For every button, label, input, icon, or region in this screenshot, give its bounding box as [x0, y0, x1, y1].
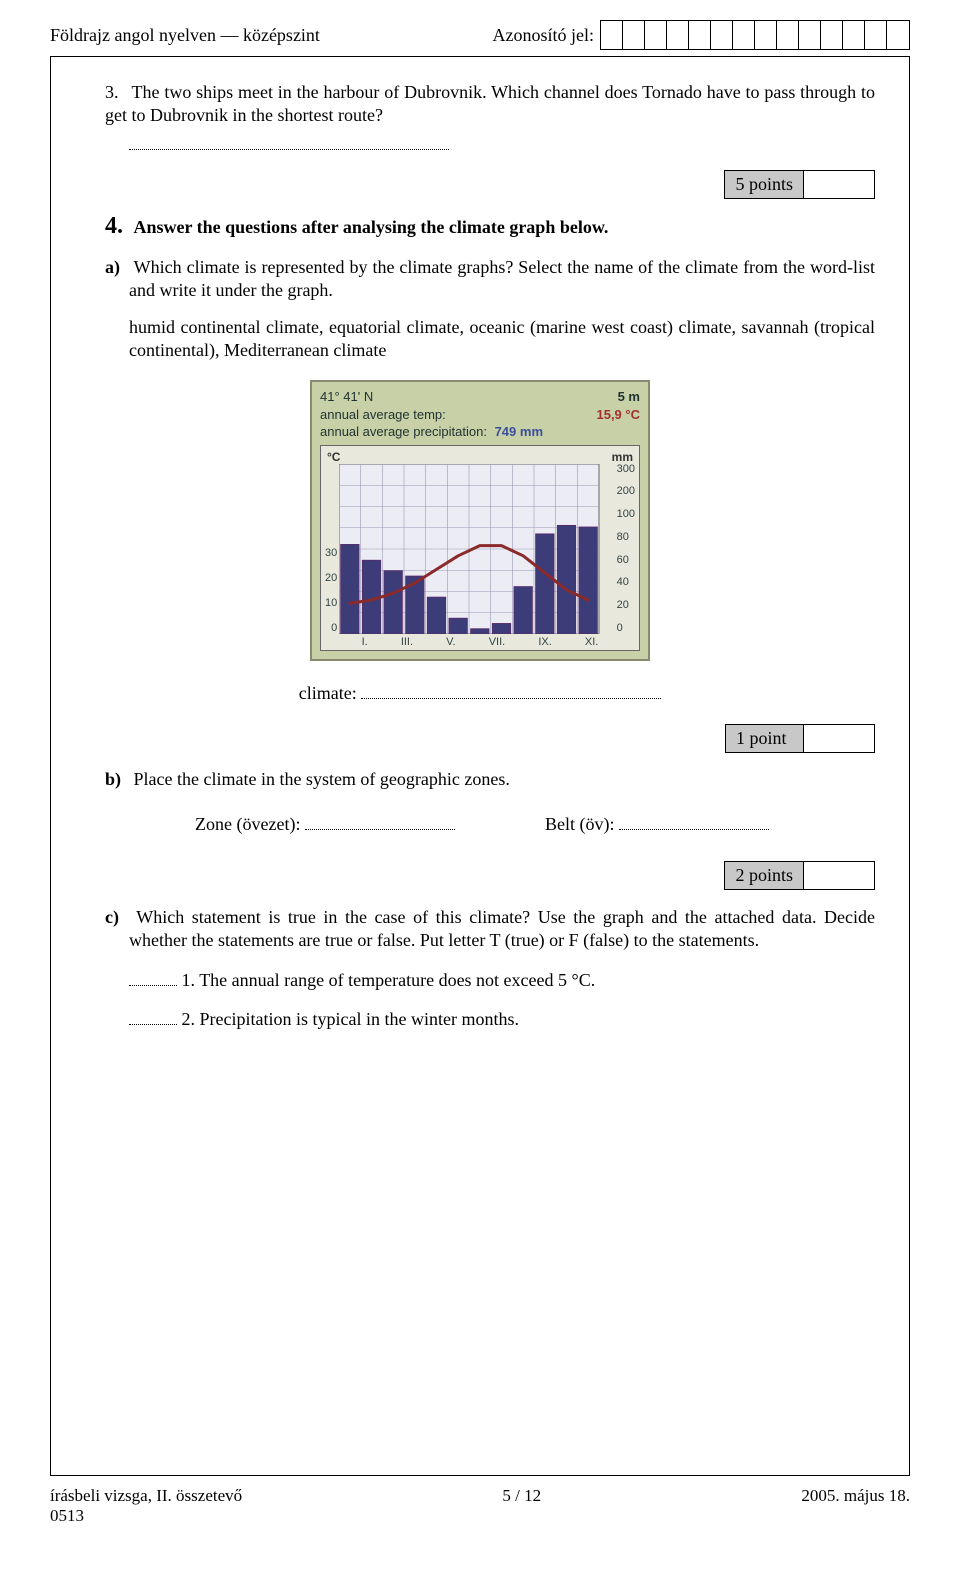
points-box-2: 2 points [724, 861, 875, 890]
climate-label: climate: [299, 683, 357, 703]
sub-a: a) Which climate is represented by the c… [129, 256, 875, 302]
id-cell[interactable] [733, 21, 755, 49]
id-cell[interactable] [645, 21, 667, 49]
right-unit: mm [612, 450, 633, 464]
climate-answer-line[interactable] [361, 687, 661, 699]
sub-a-label: a) [105, 256, 129, 279]
stmt1-text: The annual range of temperature does not… [199, 970, 595, 990]
right-tick: 80 [617, 532, 635, 543]
x-tick: V. [446, 636, 455, 648]
word-list: humid continental climate, equatorial cl… [129, 316, 875, 362]
id-box-grid [600, 20, 910, 50]
statement-2: 2. Precipitation is typical in the winte… [129, 1009, 875, 1030]
id-cell[interactable] [887, 21, 909, 49]
right-tick: 300 [617, 464, 635, 475]
page-header: Földrajz angol nyelven — középszint Azon… [50, 20, 910, 50]
points-score-1[interactable] [804, 725, 874, 752]
id-cell[interactable] [711, 21, 733, 49]
chart-coord: 41° 41' N [320, 389, 373, 404]
q3-number: 3. [105, 81, 127, 104]
points-box-5: 5 points [724, 170, 875, 199]
left-tick: 0 [325, 623, 337, 634]
header-id-label: Azonosító jel: [493, 25, 595, 46]
points-label-2: 2 points [725, 862, 804, 889]
chart-svg [339, 464, 614, 634]
chart-temp-label: annual average temp: [320, 407, 446, 422]
climate-chart: 41° 41' N 5 m annual average temp: 15,9 … [310, 380, 650, 661]
sub-c: c) Which statement is true in the case o… [129, 906, 875, 952]
left-tick: 10 [325, 598, 337, 609]
zone-answer-line[interactable] [305, 818, 455, 830]
belt-answer-line[interactable] [619, 818, 769, 830]
footer-left-1: írásbeli vizsga, II. összetevő [50, 1486, 242, 1506]
points-label-5: 5 points [725, 171, 804, 198]
id-cell[interactable] [755, 21, 777, 49]
q3-answer-line[interactable] [129, 134, 449, 150]
id-cell[interactable] [843, 21, 865, 49]
climate-answer-row: climate: [85, 683, 875, 704]
right-tick: 60 [617, 555, 635, 566]
sub-b-text: Place the climate in the system of geogr… [134, 769, 510, 789]
x-tick: III. [401, 636, 413, 648]
right-tick: 20 [617, 600, 635, 611]
statement-1: 1. The annual range of temperature does … [129, 970, 875, 991]
x-axis-ticks: I. III. V. VII. IX. XI. [325, 636, 635, 648]
x-tick: I. [362, 636, 368, 648]
stmt1-num: 1. [182, 970, 196, 990]
left-unit: °C [327, 450, 340, 464]
stmt1-answer[interactable] [129, 974, 177, 986]
right-tick: 100 [617, 509, 635, 520]
q4-number: 4. [105, 213, 123, 239]
header-subject: Földrajz angol nyelven — középszint [50, 25, 320, 46]
chart-temp-val: 15,9 °C [596, 406, 640, 424]
x-tick: VII. [489, 636, 506, 648]
content-frame: 3. The two ships meet in the harbour of … [50, 56, 910, 1476]
id-cell[interactable] [865, 21, 887, 49]
sub-b-label: b) [105, 769, 129, 790]
sub-c-text: Which statement is true in the case of t… [129, 907, 875, 950]
chart-elev: 5 m [618, 388, 640, 406]
chart-plot: °C mm 3020100 300200100806040200 I.III.V… [320, 445, 640, 651]
points-score-5[interactable] [804, 171, 874, 198]
left-axis-ticks: 30 20 10 0 [325, 464, 339, 634]
points-score-2[interactable] [804, 862, 874, 889]
sub-a-text: Which climate is represented by the clim… [129, 257, 875, 300]
id-cell[interactable] [623, 21, 645, 49]
stmt2-num: 2. [182, 1009, 196, 1029]
id-cell[interactable] [601, 21, 623, 49]
stmt2-answer[interactable] [129, 1013, 177, 1025]
right-tick: 0 [617, 623, 635, 634]
stmt2-text: Precipitation is typical in the winter m… [200, 1009, 519, 1029]
footer-left-2: 0513 [50, 1506, 242, 1526]
right-tick: 40 [617, 577, 635, 588]
sub-b: b) Place the climate in the system of ge… [129, 769, 875, 790]
id-cell[interactable] [689, 21, 711, 49]
right-axis-ticks: 300200100806040200 [615, 464, 635, 634]
points-label-1: 1 point [726, 725, 804, 752]
page-footer: írásbeli vizsga, II. összetevő 0513 5 / … [50, 1486, 910, 1526]
x-tick: IX. [538, 636, 551, 648]
id-cell[interactable] [667, 21, 689, 49]
chart-prec-val: 749 mm [495, 424, 543, 439]
id-cell[interactable] [821, 21, 843, 49]
zone-label: Zone (övezet): [195, 814, 300, 834]
q4-head-text: Answer the questions after analysing the… [134, 217, 609, 237]
right-tick: 200 [617, 486, 635, 497]
belt-label: Belt (öv): [545, 814, 615, 834]
left-tick: 30 [325, 548, 337, 559]
points-box-1: 1 point [725, 724, 875, 753]
id-cell[interactable] [777, 21, 799, 49]
id-cell[interactable] [799, 21, 821, 49]
footer-mid: 5 / 12 [502, 1486, 541, 1526]
x-tick: XI. [585, 636, 598, 648]
question-4: 4. Answer the questions after analysing … [105, 213, 875, 240]
question-3: 3. The two ships meet in the harbour of … [105, 81, 875, 126]
zone-row: Zone (övezet): Belt (öv): [195, 814, 875, 835]
sub-c-label: c) [105, 906, 129, 929]
left-tick: 20 [325, 573, 337, 584]
footer-right: 2005. május 18. [801, 1486, 910, 1526]
chart-prec-label: annual average precipitation: [320, 424, 487, 439]
chart-meta: 41° 41' N 5 m annual average temp: 15,9 … [320, 388, 640, 441]
q3-text: The two ships meet in the harbour of Dub… [105, 82, 875, 125]
